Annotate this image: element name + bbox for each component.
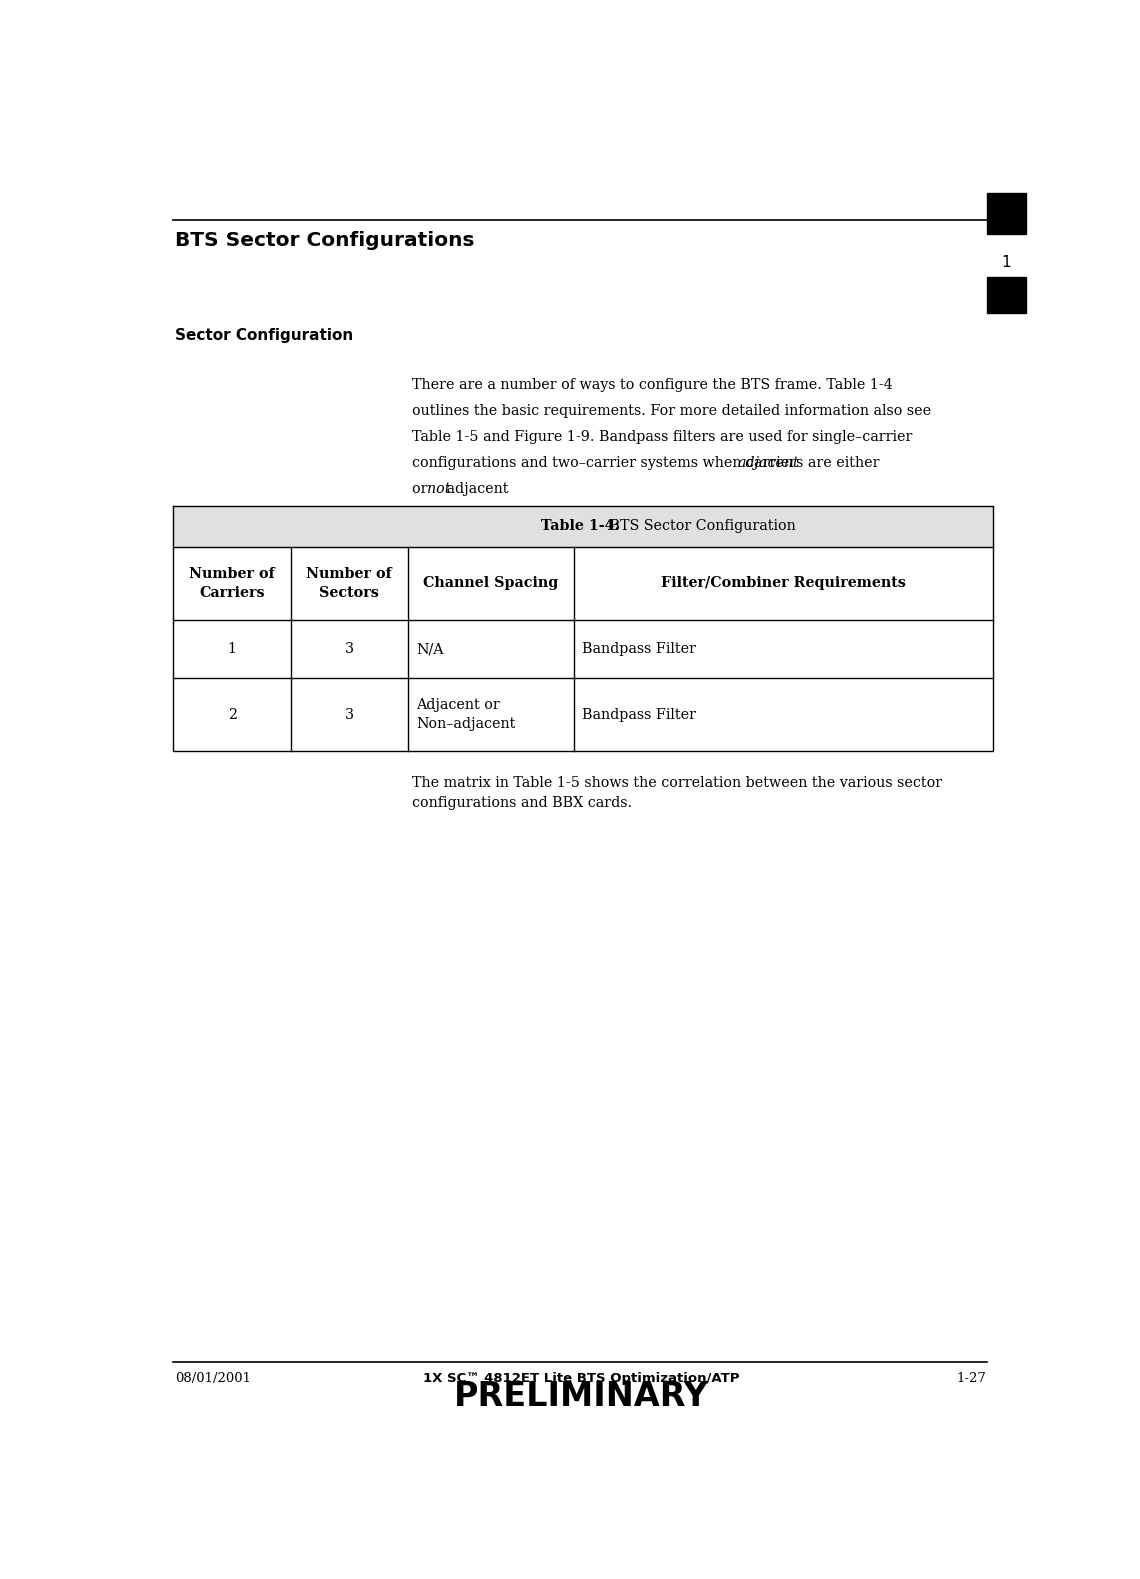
Text: BTS Sector Configuration: BTS Sector Configuration [605,519,796,534]
Text: Channel Spacing: Channel Spacing [423,576,559,591]
Text: Sector Configuration: Sector Configuration [176,328,353,343]
Text: Table 1-5 and Figure 1-9. Bandpass filters are used for single–carrier: Table 1-5 and Figure 1-9. Bandpass filte… [412,429,912,444]
Text: BTS Sector Configurations: BTS Sector Configurations [176,231,474,249]
Text: 1X SC™ 4812ET Lite BTS Optimization/ATP: 1X SC™ 4812ET Lite BTS Optimization/ATP [423,1372,740,1385]
Text: Bandpass Filter: Bandpass Filter [583,643,697,655]
Text: 1: 1 [228,643,237,655]
Text: N/A: N/A [416,643,443,655]
Text: 3: 3 [344,707,353,722]
Text: 1-27: 1-27 [956,1372,986,1385]
Text: The matrix in Table 1-5 shows the correlation between the various sector
configu: The matrix in Table 1-5 shows the correl… [412,775,942,810]
Text: configurations and two–carrier systems when carriers are either: configurations and two–carrier systems w… [412,456,884,471]
Text: Number of
Carriers: Number of Carriers [189,567,275,600]
Text: There are a number of ways to configure the BTS frame. Table 1-4: There are a number of ways to configure … [412,377,893,392]
Text: PRELIMINARY: PRELIMINARY [454,1380,709,1413]
Text: 08/01/2001: 08/01/2001 [176,1372,251,1385]
Text: Table 1-4:: Table 1-4: [542,519,620,534]
Text: Bandpass Filter: Bandpass Filter [583,707,697,722]
Text: 1: 1 [1002,254,1011,270]
Text: adjacent: adjacent [738,456,799,471]
Text: Filter/Combiner Requirements: Filter/Combiner Requirements [661,576,906,591]
Bar [987,193,1026,234]
Text: Adjacent or
Non–adjacent: Adjacent or Non–adjacent [416,698,515,731]
Text: outlines the basic requirements. For more detailed information also see: outlines the basic requirements. For mor… [412,404,931,418]
Text: 2: 2 [228,707,237,722]
Text: 3: 3 [344,643,353,655]
Bar [173,505,993,546]
Text: Number of
Sectors: Number of Sectors [307,567,392,600]
Text: adjacent: adjacent [442,483,508,496]
Bar [987,276,1026,314]
Text: or: or [412,483,432,496]
Text: not: not [428,483,450,496]
